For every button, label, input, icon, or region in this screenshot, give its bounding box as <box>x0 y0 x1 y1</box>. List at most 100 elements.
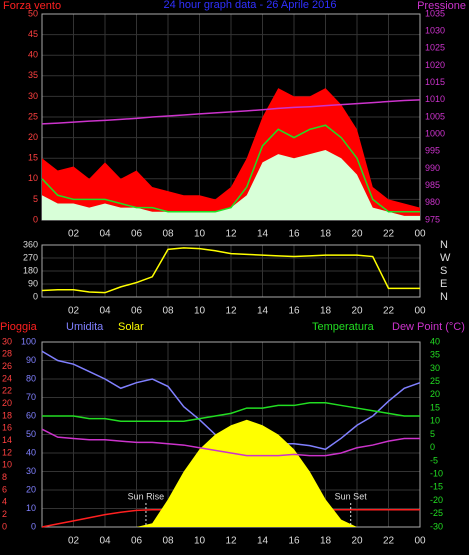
x-tick-label: 20 <box>351 536 363 547</box>
y3-tick-label: 100 <box>21 336 36 346</box>
y-tick-label: 24 <box>2 373 12 383</box>
compass-label: N <box>440 239 448 251</box>
y-tick-label: 270 <box>23 252 38 262</box>
y2-label: Pressione <box>417 0 466 12</box>
y2-tick-label: 990 <box>425 163 440 173</box>
y3-tick-label: 60 <box>26 410 36 420</box>
area <box>42 149 420 220</box>
legend-label: Pioggia <box>0 321 38 333</box>
y3-tick-label: 20 <box>26 484 36 494</box>
x-tick-label: 20 <box>351 306 363 317</box>
y2-tick-label: 30 <box>430 363 440 373</box>
y-tick-label: 16 <box>2 423 12 433</box>
x-tick-label: 02 <box>68 229 80 240</box>
y-tick-label: 12 <box>2 447 12 457</box>
x-tick-label: 08 <box>162 229 174 240</box>
y2-tick-label: 15 <box>430 402 440 412</box>
x-tick-label: 18 <box>320 306 332 317</box>
y2-tick-label: 995 <box>425 146 440 156</box>
x-tick-label: 00 <box>414 306 426 317</box>
compass-label: N <box>440 291 448 303</box>
y2-tick-label: 980 <box>425 197 440 207</box>
y3-tick-label: 70 <box>26 392 36 402</box>
x-tick-label: 22 <box>383 229 395 240</box>
y2-tick-label: 1015 <box>425 77 445 87</box>
legend-label: Solar <box>118 321 144 333</box>
y-label: Forza vento <box>3 0 61 12</box>
y2-tick-label: 1000 <box>425 129 445 139</box>
chart-title: 24 hour graph data - 26 Aprile 2016 <box>163 0 336 11</box>
y-tick-label: 40 <box>28 50 38 60</box>
x-tick-label: 22 <box>383 536 395 547</box>
y2-tick-label: 20 <box>430 389 440 399</box>
x-tick-label: 14 <box>257 306 269 317</box>
y-tick-label: 0 <box>33 214 38 224</box>
y2-tick-label: 10 <box>430 416 440 426</box>
y2-tick-label: -20 <box>430 495 443 505</box>
x-tick-label: 02 <box>68 536 80 547</box>
x-tick-label: 10 <box>194 229 206 240</box>
x-tick-label: 04 <box>99 306 111 317</box>
y-tick-label: 30 <box>2 336 12 346</box>
x-tick-label: 06 <box>131 306 143 317</box>
y2-tick-label: 0 <box>430 442 435 452</box>
y2-tick-label: 1035 <box>425 8 445 18</box>
line <box>41 247 420 294</box>
x-tick-label: 16 <box>288 229 300 240</box>
x-tick-label: 14 <box>257 536 269 547</box>
compass-label: W <box>440 252 451 264</box>
x-tick-label: 06 <box>131 536 143 547</box>
y2-tick-label: 1005 <box>425 111 445 121</box>
y2-tick-label: 985 <box>425 180 440 190</box>
y-tick-label: 10 <box>28 173 38 183</box>
x-tick-label: 02 <box>68 306 80 317</box>
y-tick-label: 14 <box>2 435 12 445</box>
y2-tick-label: -30 <box>430 521 443 531</box>
x-tick-label: 16 <box>288 536 300 547</box>
line <box>41 99 421 125</box>
x-tick-label: 22 <box>383 306 395 317</box>
y-tick-label: 20 <box>2 398 12 408</box>
y2-tick-label: 975 <box>425 214 440 224</box>
y-tick-label: 90 <box>28 278 38 288</box>
y3-tick-label: 40 <box>26 447 36 457</box>
y3-tick-label: 30 <box>26 466 36 476</box>
y2-tick-label: -25 <box>430 508 443 518</box>
x-tick-label: 18 <box>320 536 332 547</box>
y2-tick-label: 1010 <box>425 94 445 104</box>
x-tick-label: 16 <box>288 306 300 317</box>
x-tick-label: 08 <box>162 536 174 547</box>
compass-label: S <box>440 265 447 277</box>
x-tick-label: 08 <box>162 306 174 317</box>
area <box>42 419 420 527</box>
line <box>42 402 420 423</box>
x-tick-label: 04 <box>99 536 111 547</box>
y-tick-label: 15 <box>28 153 38 163</box>
y-tick-label: 2 <box>2 509 7 519</box>
x-tick-label: 10 <box>194 536 206 547</box>
y2-tick-label: 40 <box>430 336 440 346</box>
annotation: Sun Set <box>335 491 368 501</box>
x-tick-label: 14 <box>257 229 269 240</box>
y-tick-label: 0 <box>2 521 7 531</box>
x-tick-label: 04 <box>99 229 111 240</box>
y-tick-label: 6 <box>2 484 7 494</box>
y-tick-label: 0 <box>33 291 38 301</box>
y-tick-label: 22 <box>2 386 12 396</box>
x-tick-label: 06 <box>131 229 143 240</box>
x-tick-label: 12 <box>225 536 237 547</box>
y2-tick-label: 5 <box>430 429 435 439</box>
y3-tick-label: 0 <box>31 521 36 531</box>
y3-tick-label: 10 <box>26 503 36 513</box>
y3-tick-label: 80 <box>26 373 36 383</box>
y2-tick-label: 35 <box>430 350 440 360</box>
y2-tick-label: 1030 <box>425 26 445 36</box>
plot-frame <box>41 244 421 298</box>
y3-tick-label: 50 <box>26 429 36 439</box>
legend-label: Dew Point (°C) <box>392 321 465 333</box>
y2-tick-label: -15 <box>430 482 443 492</box>
y-tick-label: 18 <box>2 410 12 420</box>
y-tick-label: 50 <box>28 8 38 18</box>
